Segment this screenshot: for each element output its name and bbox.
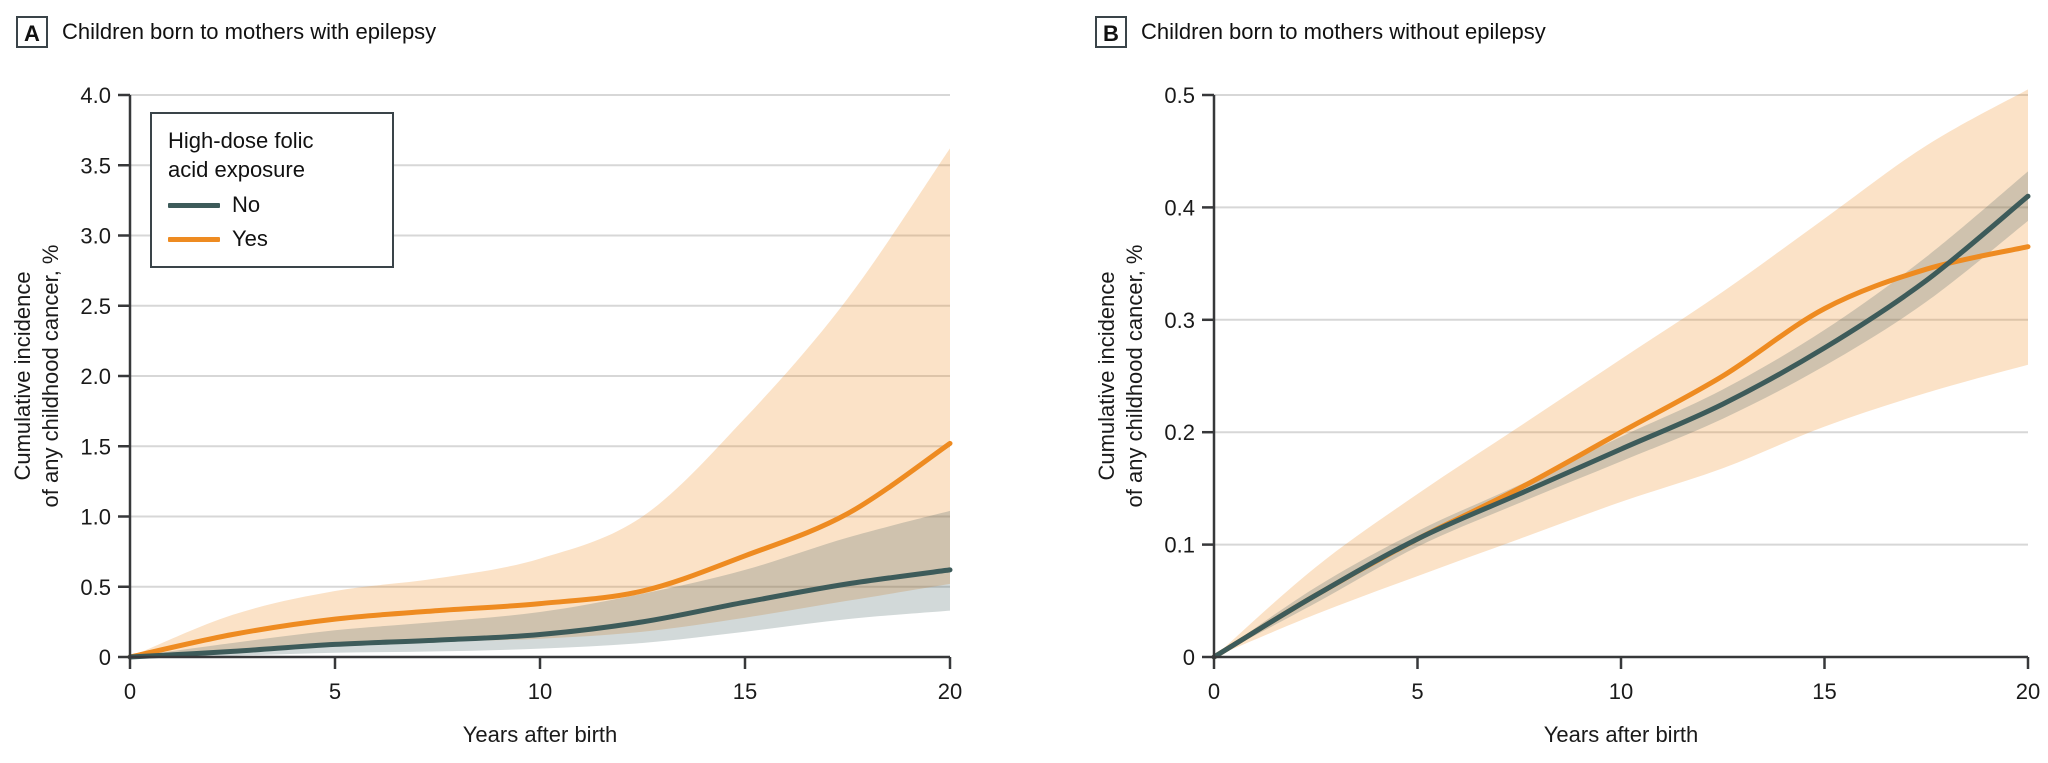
ci-band-yes <box>130 148 950 657</box>
svg-text:0: 0 <box>1208 679 1220 704</box>
svg-text:0.5: 0.5 <box>80 575 111 600</box>
svg-text:20: 20 <box>2016 679 2040 704</box>
y-axis-label-line1: Cumulative incidence <box>1094 271 1119 480</box>
x-axis-label: Years after birth <box>463 722 618 747</box>
legend-title-line1: High-dose folic <box>168 128 314 153</box>
yes-line-swatch <box>168 236 220 242</box>
svg-text:2.5: 2.5 <box>80 294 111 319</box>
y-tick-labels: 0 0.1 0.2 0.3 0.4 0.5 <box>1164 83 1214 670</box>
legend-title: High-dose folic acid exposure <box>168 126 376 184</box>
svg-text:0.5: 0.5 <box>1164 83 1195 108</box>
svg-text:5: 5 <box>1411 679 1423 704</box>
series-line-yes <box>127 440 953 660</box>
y-tick-labels: 0 0.5 1.0 1.5 2.0 2.5 3.0 3.5 4.0 <box>80 83 130 670</box>
svg-text:10: 10 <box>1609 679 1633 704</box>
legend-label-yes: Yes <box>232 226 268 252</box>
svg-text:3.0: 3.0 <box>80 224 111 249</box>
panel-a-title: Children born to mothers with epilepsy <box>62 19 437 44</box>
y-axis-label-line2: of any childhood cancer, % <box>1122 245 1147 508</box>
svg-text:3.5: 3.5 <box>80 153 111 178</box>
panel-b-header: B Children born to mothers without epile… <box>1095 16 1546 48</box>
svg-text:0.3: 0.3 <box>1164 308 1195 333</box>
panel-a-header: A Children born to mothers with epilepsy <box>16 16 436 48</box>
svg-text:0.2: 0.2 <box>1164 420 1195 445</box>
no-line-swatch <box>168 202 220 208</box>
svg-text:0.4: 0.4 <box>1164 195 1195 220</box>
ci-band-no <box>1214 171 2028 657</box>
y-axis-label-line1: Cumulative incidence <box>10 271 35 480</box>
y-gridlines <box>1214 94 2028 546</box>
svg-text:0: 0 <box>124 679 136 704</box>
svg-text:0: 0 <box>1183 645 1195 670</box>
legend-item-no: No <box>168 192 376 218</box>
svg-text:20: 20 <box>938 679 962 704</box>
legend-title-line2: acid exposure <box>168 157 305 183</box>
svg-text:0: 0 <box>99 645 111 670</box>
x-tick-labels: 0 5 10 15 20 <box>124 657 962 704</box>
panel-a: A Children born to mothers with epilepsy… <box>10 16 962 747</box>
svg-text:1.0: 1.0 <box>80 505 111 530</box>
panel-b: B Children born to mothers without epile… <box>1024 0 2048 763</box>
ci-band-no <box>130 510 950 657</box>
svg-text:15: 15 <box>733 679 757 704</box>
svg-text:5: 5 <box>329 679 341 704</box>
svg-text:10: 10 <box>528 679 552 704</box>
svg-text:2.0: 2.0 <box>80 364 111 389</box>
ci-band-yes <box>1214 89 2028 657</box>
svg-text:4.0: 4.0 <box>80 83 111 108</box>
svg-text:1.5: 1.5 <box>80 434 111 459</box>
legend-high-dose-folic-acid: High-dose folic acid exposure No Yes <box>150 112 394 269</box>
series-line-no <box>1211 193 2031 660</box>
series-line-no <box>127 567 953 660</box>
svg-text:15: 15 <box>1812 679 1836 704</box>
panel-b-chart: 0 0.1 0.2 0.3 0.4 0.5 0 5 10 15 20 Years after birt… <box>1094 83 2040 747</box>
svg-text:0.1: 0.1 <box>1164 533 1195 558</box>
legend-item-yes: Yes <box>168 226 376 252</box>
y-axis-label-line2: of any childhood cancer, % <box>38 245 63 508</box>
panel-b-title: Children born to mothers without epileps… <box>1141 19 1546 44</box>
panel-a-label: A <box>16 16 48 48</box>
x-tick-labels: 0 5 10 15 20 <box>1208 657 2040 704</box>
legend-label-no: No <box>232 192 261 218</box>
panel-b-label: B <box>1095 16 1127 48</box>
x-axis-label: Years after birth <box>1544 722 1699 747</box>
